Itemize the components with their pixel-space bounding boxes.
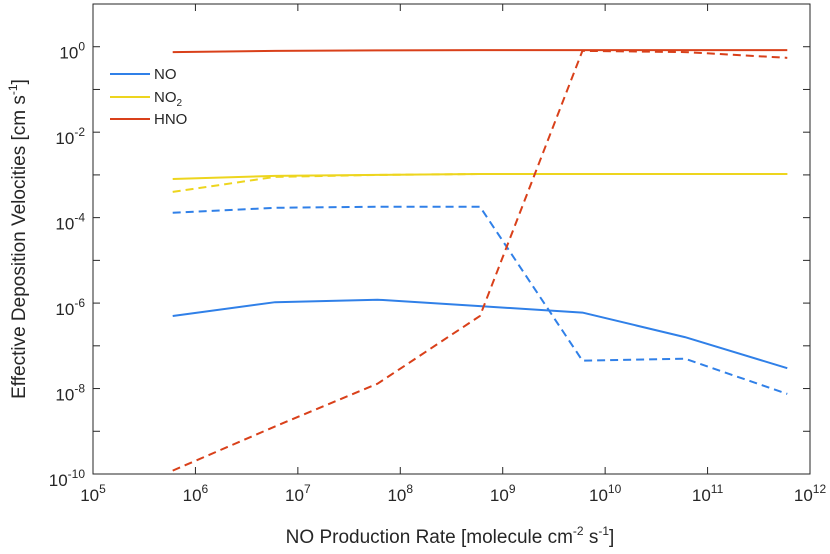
y-tick-label: 10-6 — [55, 296, 85, 319]
x-tick-label: 108 — [387, 482, 413, 505]
plot-area — [93, 4, 810, 474]
x-tick-label: 105 — [80, 482, 106, 505]
y-tick-label: 10-10 — [49, 467, 86, 490]
series-line-0-solid — [172, 298, 788, 370]
axes-box — [92, 3, 811, 475]
legend: NO NO2 HNO — [110, 66, 187, 128]
x-tick-label: 1010 — [589, 482, 622, 505]
y-tick-label: 10-8 — [55, 382, 85, 405]
y-tick-label: 100 — [59, 40, 85, 63]
tick-layer: 105 106 107 108 109 1010 1011 1012 100 10-2 10-4 10… — [49, 4, 827, 505]
y-tick-label: 10-4 — [55, 211, 85, 234]
legend-label-no: NO — [154, 66, 177, 83]
y-axis-title: Effective Deposition Velocities [cm s-1] — [6, 79, 30, 399]
series-line-3-dashed — [172, 173, 788, 193]
series-layer — [172, 49, 788, 472]
series-line-4-solid — [172, 49, 788, 54]
y-tick-label: 10-2 — [55, 125, 85, 148]
series-line-5-dashed — [172, 49, 788, 472]
x-tick-label: 106 — [183, 482, 209, 505]
x-tick-label: 107 — [285, 482, 311, 505]
x-tick-label: 1012 — [794, 482, 827, 505]
x-tick-label: 1011 — [692, 482, 724, 505]
legend-label-no2: NO2 — [154, 89, 183, 109]
x-tick-label: 109 — [490, 482, 516, 505]
x-axis-title: NO Production Rate [molecule cm-2 s-1] — [286, 524, 615, 548]
legend-label-hno: HNO — [154, 111, 187, 128]
